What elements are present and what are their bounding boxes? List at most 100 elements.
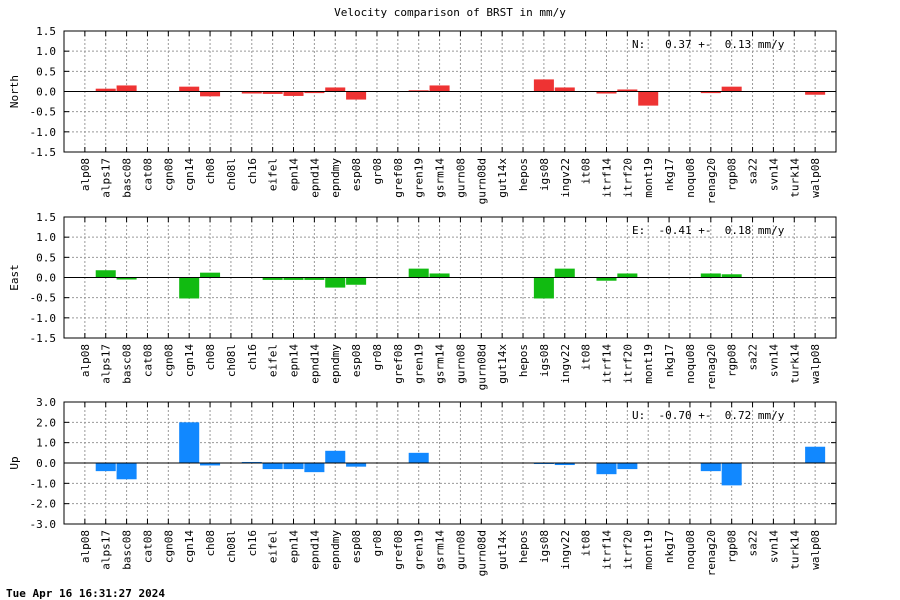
x-tick-label: walp08: [809, 530, 822, 570]
y-tick-label: -3.0: [30, 518, 57, 531]
x-tick-label: mont19: [642, 158, 655, 198]
x-tick-label: hepos: [517, 158, 530, 191]
bar-renag20: [700, 463, 721, 472]
x-tick-label: cgn14: [183, 530, 196, 563]
bar-eifel: [262, 91, 283, 94]
bar-epnd14: [304, 277, 325, 280]
x-tick-label: alp08: [79, 344, 92, 377]
x-tick-label: epnd14: [308, 344, 321, 384]
bar-epn14: [283, 91, 304, 96]
y-axis-label: Up: [8, 456, 21, 469]
x-tick-label: ch08: [204, 530, 217, 557]
y-axis-label: North: [8, 75, 21, 108]
x-tick-label: eifel: [267, 158, 280, 191]
bar-epnd14: [304, 463, 325, 473]
bar-renag20: [700, 273, 721, 278]
panel-north: -1.5 -1.0 -0.5 0.0 0.5 1.0 1.5 alp08 alps17 basc0…: [8, 25, 837, 204]
x-tick-label: gref08: [392, 158, 405, 198]
y-tick-label: 0.5: [36, 251, 56, 264]
bar-rgp08: [721, 274, 742, 278]
x-tick-label: ch08: [204, 158, 217, 185]
bar-itrf14: [596, 277, 617, 281]
bar-alps17: [95, 463, 116, 472]
x-tick-label: epnd14: [308, 158, 321, 198]
x-tick-label: alps17: [100, 530, 113, 570]
bar-gren19: [408, 268, 429, 278]
y-tick-label: 1.0: [36, 231, 56, 244]
x-tick-label: nkg17: [663, 158, 676, 191]
bar-ch16: [241, 461, 262, 463]
bar-esp08: [346, 463, 367, 467]
x-tick-label: epn14: [288, 158, 301, 191]
x-tick-label: ch08l: [225, 158, 238, 191]
x-tick-label: walp08: [809, 344, 822, 384]
x-tick-label: gut14x: [496, 158, 509, 198]
x-tick-label: epn14: [288, 344, 301, 377]
x-tick-label: gut14x: [496, 530, 509, 570]
x-tick-label: ch16: [246, 530, 259, 557]
bar-ingv22: [554, 463, 575, 466]
y-tick-label: -1.0: [30, 126, 57, 139]
x-tick-label: itrf20: [621, 344, 634, 384]
x-tick-label: epndmy: [329, 344, 342, 384]
x-tick-label: itrf14: [600, 158, 613, 198]
y-tick-label: 0.0: [36, 86, 56, 99]
y-tick-label: 1.5: [36, 211, 56, 224]
stats-annotation: E: -0.41 +- 0.18 mm/y: [632, 224, 785, 237]
x-tick-label: gut14x: [496, 344, 509, 384]
panel-east: -1.5 -1.0 -0.5 0.0 0.5 1.0 1.5 alp08 alps17 basc0…: [8, 211, 837, 390]
x-tick-label: gren19: [413, 530, 426, 570]
bar-itrf20: [617, 463, 638, 470]
x-tick-label: cat08: [141, 530, 154, 563]
x-tick-label: renag20: [705, 158, 718, 204]
x-tick-label: igs08: [538, 158, 551, 191]
x-tick-label: gref08: [392, 344, 405, 384]
x-tick-label: cat08: [141, 158, 154, 191]
x-tick-label: turk14: [788, 344, 801, 384]
x-tick-label: noqu08: [684, 530, 697, 570]
x-tick-label: sa22: [747, 530, 760, 557]
x-tick-label: gren19: [413, 344, 426, 384]
y-tick-label: 0.5: [36, 65, 56, 78]
x-tick-label: svn14: [767, 158, 780, 191]
y-tick-label: -0.5: [30, 292, 57, 305]
x-tick-label: cgn08: [162, 158, 175, 191]
x-tick-label: itrf14: [600, 344, 613, 384]
bar-gren19: [408, 90, 429, 92]
bar-ch08: [200, 272, 221, 278]
x-tick-label: it08: [580, 158, 593, 185]
x-tick-label: esp08: [350, 344, 363, 377]
x-tick-label: rgp08: [726, 158, 739, 191]
bar-cgn14: [179, 86, 200, 92]
x-tick-label: ch16: [246, 158, 259, 185]
x-tick-label: rgp08: [726, 530, 739, 563]
plot-frame: [63, 216, 837, 339]
x-tick-label: cat08: [141, 344, 154, 377]
x-tick-label: igs08: [538, 530, 551, 563]
bar-gsrm14: [429, 273, 450, 278]
x-tick-label: esp08: [350, 530, 363, 563]
bar-epndmy: [325, 277, 346, 288]
x-tick-label: noqu08: [684, 344, 697, 384]
x-tick-label: ch08: [204, 344, 217, 371]
x-tick-label: itrf14: [600, 530, 613, 570]
x-tick-label: gurn08: [454, 344, 467, 384]
x-tick-label: igs08: [538, 344, 551, 377]
bar-igs08: [533, 463, 554, 465]
x-tick-label: eifel: [267, 530, 280, 563]
bar-cgn14: [179, 422, 200, 463]
bar-epndmy: [325, 450, 346, 463]
x-tick-label: ch16: [246, 344, 259, 371]
x-tick-label: gsrm14: [434, 344, 447, 384]
plot-frame: [63, 30, 837, 153]
y-tick-label: 1.0: [36, 45, 56, 58]
x-tick-label: ingv22: [559, 158, 572, 198]
timestamp: Tue Apr 16 16:31:27 2024: [6, 587, 165, 600]
bar-eifel: [262, 277, 283, 280]
bar-ch08: [200, 91, 221, 97]
x-tick-label: esp08: [350, 158, 363, 191]
y-tick-label: -1.0: [30, 477, 57, 490]
bar-alps17: [95, 270, 116, 278]
x-tick-label: gurn08: [454, 158, 467, 198]
